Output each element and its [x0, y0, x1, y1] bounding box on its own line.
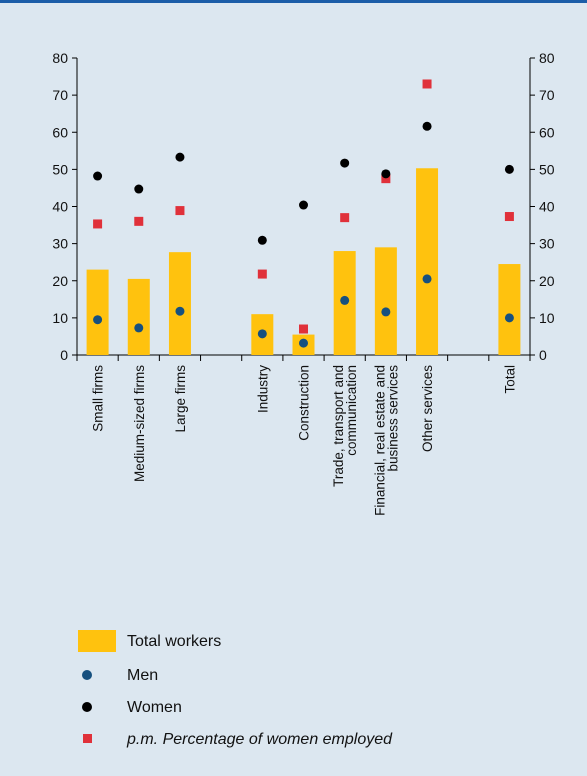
point-women: [175, 152, 185, 162]
x-tick-label: Small firms: [91, 365, 106, 432]
point-men: [504, 313, 514, 323]
y-tick-label-left: 40: [52, 199, 68, 215]
bar-total-workers: [498, 264, 521, 355]
point-pm-women-share: [175, 206, 185, 216]
top-rule: [0, 0, 587, 3]
x-tick-label: Medium-sized firms: [132, 365, 147, 482]
point-pm-women-share: [299, 324, 308, 334]
x-tick-label: Financial, real estate and: [372, 365, 387, 516]
y-tick-label-left: 50: [52, 161, 68, 177]
bar-total-workers: [374, 247, 397, 355]
y-tick-label-right: 40: [539, 199, 555, 215]
point-men: [257, 329, 267, 339]
point-women: [340, 158, 350, 168]
point-women: [93, 171, 103, 181]
legend-label-pm: p.m. Percentage of women employed: [127, 731, 393, 748]
y-tick-label-right: 70: [539, 87, 555, 103]
bar-total-workers: [168, 252, 191, 355]
bar-total-workers: [86, 269, 109, 355]
x-tick-label: communication: [344, 365, 359, 456]
y-tick-label-left: 20: [52, 273, 68, 289]
point-men: [175, 306, 185, 316]
point-women: [134, 184, 144, 194]
y-tick-label-left: 30: [52, 236, 68, 252]
point-men: [381, 307, 391, 317]
legend-label-total-workers: Total workers: [127, 633, 222, 650]
legend-item-women: Women: [78, 699, 182, 716]
legend-item-pm: p.m. Percentage of women employed: [78, 731, 392, 748]
y-tick-label-left: 0: [60, 347, 68, 363]
point-pm-women-share: [93, 219, 103, 229]
y-tick-label-right: 0: [539, 347, 547, 363]
point-pm-women-share: [381, 174, 391, 184]
x-tick-label: Trade, transport and: [331, 365, 346, 487]
y-tick-label-left: 80: [52, 50, 68, 66]
point-women: [504, 164, 514, 174]
legend-marker-pm: [83, 734, 92, 743]
legend-marker-women: [82, 702, 92, 712]
point-men: [134, 323, 144, 333]
y-tick-label-right: 30: [539, 236, 555, 252]
legend-marker-men: [82, 670, 92, 680]
x-tick-label: business services: [385, 365, 400, 472]
y-tick-label-right: 80: [539, 50, 555, 66]
legend-label-men: Men: [127, 667, 159, 684]
bar-total-workers: [416, 168, 439, 355]
y-tick-label-left: 10: [52, 310, 68, 326]
point-women: [299, 200, 308, 210]
y-tick-label-left: 60: [52, 124, 68, 140]
x-tick-label: Industry: [255, 365, 270, 413]
point-pm-women-share: [504, 212, 514, 222]
point-pm-women-share: [134, 216, 144, 226]
legend-item-total-workers: Total workers: [78, 630, 221, 652]
point-women: [422, 121, 432, 131]
x-tick-label: Construction: [297, 365, 312, 441]
point-men: [340, 295, 350, 305]
y-tick-label-right: 20: [539, 273, 555, 289]
legend-label-women: Women: [127, 699, 182, 716]
y-tick-label-right: 10: [539, 310, 555, 326]
y-tick-label-right: 50: [539, 161, 555, 177]
point-pm-women-share: [257, 269, 267, 279]
legend-swatch-total-workers: [78, 630, 116, 652]
x-tick-label: Large firms: [173, 365, 188, 433]
point-women: [381, 169, 391, 179]
y-tick-label-left: 70: [52, 87, 68, 103]
legend-item-men: Men: [78, 667, 158, 684]
point-men: [93, 315, 103, 325]
chart: 0 0 10 10 20 20 30 30 40 40 50 50 60 60 70 70 80 80 Small …: [52, 50, 555, 516]
y-tick-label-right: 60: [539, 124, 555, 140]
point-women: [257, 235, 267, 245]
point-men: [422, 274, 432, 284]
point-pm-women-share: [340, 213, 350, 223]
x-tick-label: Other services: [420, 365, 435, 452]
x-tick-label: Total: [502, 365, 517, 394]
bar-total-workers: [127, 278, 150, 355]
point-men: [299, 338, 308, 348]
point-pm-women-share: [422, 79, 432, 89]
